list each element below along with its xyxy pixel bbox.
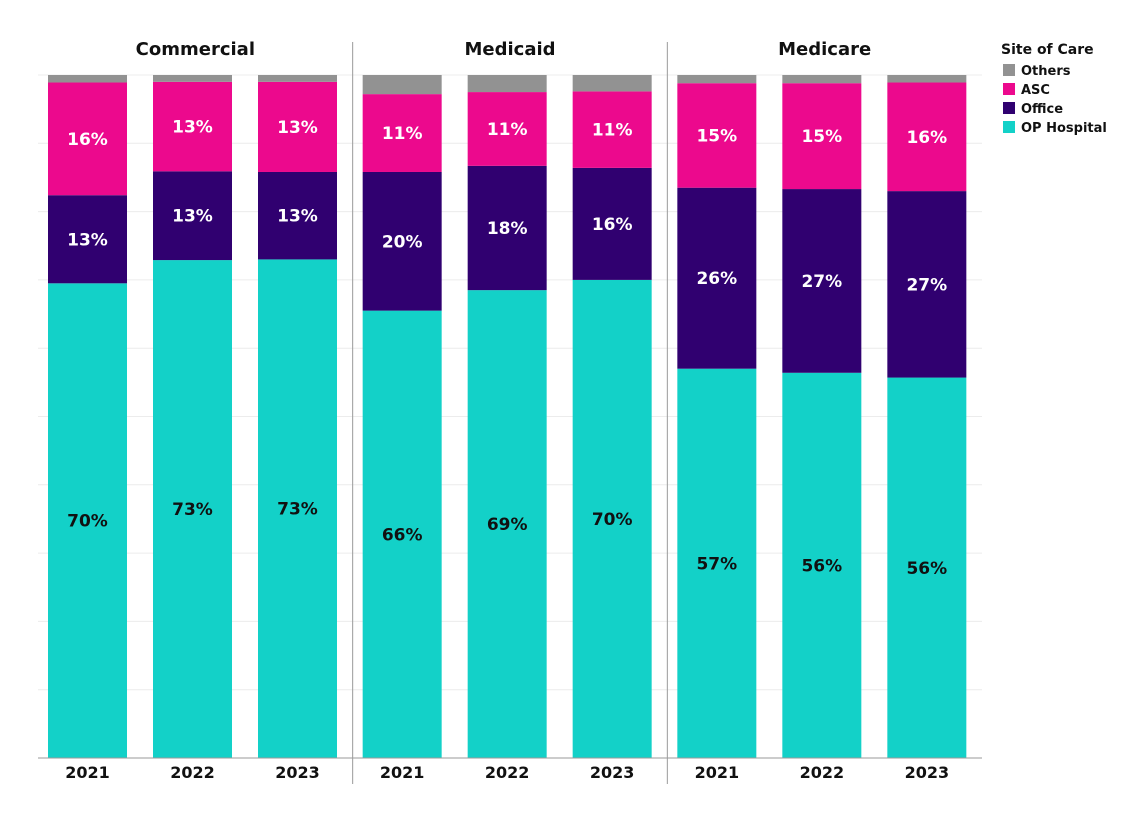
x-tick-label-commercial-2023: 2023: [275, 763, 320, 782]
axes: Commercial 2021 2022 2023 Medicaid 2021 2022 20…: [38, 39, 982, 784]
bar-segment-medicare-2021-others: [677, 75, 757, 84]
value-label-commercial-2022-office: 13%: [172, 207, 213, 227]
legend-swatch-asc: [1003, 83, 1015, 95]
value-label-medicare-2022-office: 27%: [801, 272, 842, 292]
legend-swatch-op-hospital: [1003, 121, 1015, 133]
value-label-commercial-2023-asc: 13%: [277, 118, 318, 138]
value-label-commercial-2021-op-hospital: 70%: [67, 512, 108, 532]
bar-segment-medicare-2021-asc: [677, 83, 757, 188]
value-label-medicaid-2023-op-hospital: 70%: [592, 510, 633, 530]
bar-segment-medicare-2022-op-hospital: [782, 372, 862, 758]
value-label-medicaid-2022-op-hospital: 69%: [487, 515, 528, 535]
bar-segment-commercial-2022-asc: [153, 81, 232, 172]
bar-segment-medicaid-2022-asc: [467, 92, 547, 166]
value-label-medicaid-2022-asc: 11%: [487, 120, 528, 140]
x-tick-label-commercial-2022: 2022: [170, 763, 215, 782]
value-label-medicaid-2023-office: 16%: [592, 215, 633, 235]
value-label-medicaid-2021-office: 20%: [382, 232, 423, 252]
x-tick-label-medicaid-2022: 2022: [485, 763, 530, 782]
bar-segment-medicaid-2023-asc: [572, 91, 652, 168]
bar-segment-medicare-2021-office: [677, 187, 757, 369]
value-labels: 70% 13% 16% 73% 13% 13% 73% 13% 13% 66% 20% 11% 69% 1…: [67, 118, 947, 579]
value-label-medicare-2023-office: 27%: [906, 275, 947, 295]
value-label-commercial-2022-asc: 13%: [172, 118, 213, 138]
bar-segment-commercial-2022-op-hospital: [153, 260, 232, 758]
bar-segment-commercial-2023-others: [258, 75, 337, 82]
bar-segment-commercial-2022-others: [153, 75, 232, 82]
value-label-medicare-2023-asc: 16%: [906, 128, 947, 148]
bar-segment-commercial-2023-op-hospital: [258, 259, 337, 758]
panel-title-medicaid: Medicaid: [464, 39, 555, 60]
value-label-medicaid-2022-office: 18%: [487, 219, 528, 239]
bar-segment-medicaid-2021-asc: [362, 94, 442, 172]
bar-segment-medicaid-2022-op-hospital: [467, 290, 547, 758]
bar-segment-medicaid-2023-op-hospital: [572, 279, 652, 758]
value-label-commercial-2023-op-hospital: 73%: [277, 500, 318, 520]
panel-title-commercial: Commercial: [136, 39, 255, 60]
legend-label-op-hospital: OP Hospital: [1021, 121, 1107, 136]
bar-segment-medicare-2023-office: [887, 191, 967, 378]
value-label-medicare-2021-office: 26%: [696, 269, 737, 289]
bar-segment-commercial-2023-office: [258, 171, 337, 260]
value-label-medicaid-2021-op-hospital: 66%: [382, 525, 423, 545]
panel-title-medicare: Medicare: [778, 39, 871, 60]
legend-swatch-office: [1003, 102, 1015, 114]
value-label-commercial-2022-op-hospital: 73%: [172, 500, 213, 520]
bar-segment-commercial-2021-office: [48, 195, 127, 284]
x-tick-label-medicare-2021: 2021: [695, 763, 740, 782]
bar-segment-commercial-2021-others: [48, 75, 127, 83]
value-label-medicare-2023-op-hospital: 56%: [906, 559, 947, 579]
value-label-medicaid-2021-asc: 11%: [382, 124, 423, 144]
value-label-commercial-2021-office: 13%: [67, 230, 108, 250]
value-label-medicare-2021-op-hospital: 57%: [696, 554, 737, 574]
bar-segment-medicaid-2022-others: [467, 75, 547, 93]
x-tick-label-medicaid-2021: 2021: [380, 763, 425, 782]
bar-segment-medicaid-2021-op-hospital: [362, 310, 442, 758]
bar-segment-medicaid-2022-office: [467, 165, 547, 291]
bar-segment-medicaid-2023-others: [572, 75, 652, 92]
legend-label-asc: ASC: [1021, 83, 1050, 98]
bars: [48, 75, 967, 758]
bar-segment-medicare-2023-asc: [887, 82, 967, 192]
bar-segment-medicare-2022-office: [782, 189, 862, 373]
bar-segment-medicare-2023-op-hospital: [887, 377, 967, 758]
value-label-medicare-2022-op-hospital: 56%: [801, 556, 842, 576]
bar-segment-medicare-2022-others: [782, 75, 862, 84]
legend: Site of Care Others ASC Office OP Hospital: [1001, 42, 1107, 136]
value-label-commercial-2021-asc: 16%: [67, 130, 108, 150]
legend-label-others: Others: [1021, 64, 1071, 79]
bar-segment-medicaid-2023-office: [572, 167, 652, 280]
legend-title: Site of Care: [1001, 42, 1094, 58]
x-tick-label-medicare-2022: 2022: [800, 763, 845, 782]
bar-segment-medicare-2021-op-hospital: [677, 368, 757, 758]
bar-segment-commercial-2023-asc: [258, 81, 337, 172]
x-tick-label-commercial-2021: 2021: [65, 763, 110, 782]
value-label-commercial-2023-office: 13%: [277, 207, 318, 227]
value-label-medicare-2022-asc: 15%: [801, 127, 842, 147]
bar-segment-medicare-2022-asc: [782, 83, 862, 190]
bar-segment-commercial-2022-office: [153, 171, 232, 261]
bar-segment-commercial-2021-asc: [48, 82, 127, 196]
bar-segment-medicaid-2021-others: [362, 75, 442, 95]
bar-segment-medicare-2023-others: [887, 75, 967, 83]
bar-segment-commercial-2021-op-hospital: [48, 283, 127, 758]
value-label-medicaid-2023-asc: 11%: [592, 121, 633, 141]
value-label-medicare-2021-asc: 15%: [696, 126, 737, 146]
legend-label-office: Office: [1021, 102, 1063, 117]
x-tick-label-medicaid-2023: 2023: [590, 763, 635, 782]
legend-swatch-others: [1003, 64, 1015, 76]
bar-segment-medicaid-2021-office: [362, 171, 442, 311]
x-tick-label-medicare-2023: 2023: [905, 763, 950, 782]
